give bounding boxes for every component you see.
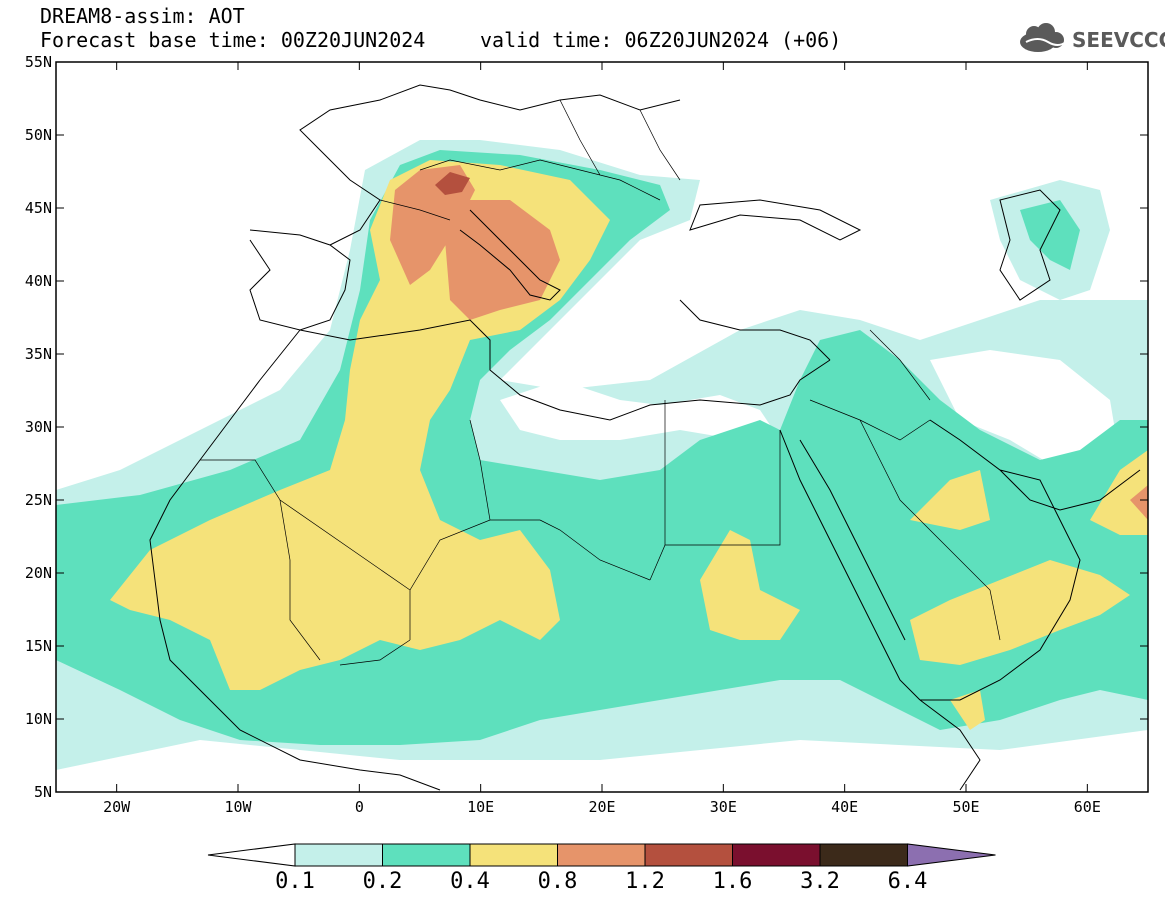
lat-label: 55N [25,53,52,71]
eastern-med-coast [679,299,831,361]
horn-coast [919,699,981,791]
aot-contour-0.8-france [390,165,475,285]
colorbar-label: 0.2 [363,869,403,894]
lat-label: 45N [25,199,52,217]
product-title: DREAM8-assim: AOT [40,4,245,28]
longitude-axis: 20W 10W 0 10E 20E 30E 40E 50E 60E [103,62,1101,816]
lon-label: 10W [224,798,252,816]
colorbar-box [469,843,558,867]
colorbar-label: 3.2 [800,869,840,894]
aot-gap-iran [930,350,1120,470]
lat-label: 25N [25,491,52,509]
aot-contour-0.4-oman [1090,450,1148,535]
colorbar-box [382,843,471,867]
aot-gap-south [56,730,1148,792]
europe-borders [379,99,681,221]
colorbar-box [644,843,733,867]
colorbar-box [732,843,821,867]
black-sea-coast [689,199,862,241]
aot-contour-0.4-egypt [700,530,800,640]
lon-label: 0 [355,798,364,816]
colorbar-box [557,843,646,867]
aot-gap-libya [500,380,780,440]
lat-label: 50N [25,126,52,144]
lat-label: 40N [25,272,52,290]
lon-label: 20E [588,798,615,816]
aot-contour-0.8-gulf [1130,485,1148,520]
aot-contour-0.4-arabia-north [910,470,990,530]
seevccc-logo-text: SEEVCCC [1072,28,1165,52]
europe-coast [249,84,681,331]
lat-label: 35N [25,345,52,363]
caspian-coast [999,189,1061,301]
lon-label: 40E [831,798,858,816]
colorbar-box [819,843,908,867]
colorbar: 0.1 0.2 0.4 0.8 1.2 1.6 3.2 6.4 [207,843,996,894]
aot-contour-0.4-arabia [910,560,1130,665]
north-africa-coast [299,319,831,421]
italy-coast [459,209,561,301]
aot-contour-0.2-caspian [1020,200,1080,270]
colorbar-label: 6.4 [888,869,928,894]
lat-label: 30N [25,418,52,436]
red-sea-coast [779,429,921,701]
forecast-base-time: Forecast base time: 00Z20JUN2024 [40,28,426,52]
colorbar-box [294,843,383,867]
colorbar-label: 0.8 [538,869,578,894]
borders [200,99,1001,666]
lat-label: 10N [25,710,52,728]
colorbar-lower-arrow [207,843,296,867]
colorbar-label: 0.1 [275,869,315,894]
lat-label: 5N [34,783,52,801]
lon-label: 30E [710,798,737,816]
valid-time: valid time: 06Z20JUN2024 (+06) [480,28,842,52]
sahara-borders [200,400,781,666]
header: DREAM8-assim: AOT Forecast base time: 00… [40,4,841,52]
lat-label: 15N [25,637,52,655]
aot-contour-1.2-alps [435,172,470,195]
colorbar-label: 1.6 [713,869,753,894]
colorbar-upper-arrow [907,843,996,867]
lon-label: 10E [467,798,494,816]
middle-east-borders [809,329,1001,641]
colorbar-label: 0.4 [450,869,490,894]
coastlines [149,84,1141,791]
lon-label: 20W [103,798,131,816]
latitude-axis: 55N 50N 45N 40N 35N 30N 25N 20N 15N 10N 5N [25,53,1148,801]
cloud-icon [1020,23,1067,52]
aot-contour-0.8-italy [445,200,560,320]
west-africa-coast [149,329,441,791]
lat-label: 20N [25,564,52,582]
lon-label: 60E [1074,798,1101,816]
colorbar-label: 1.2 [625,869,665,894]
lon-label: 50E [952,798,979,816]
arabia-coast [920,419,1141,701]
